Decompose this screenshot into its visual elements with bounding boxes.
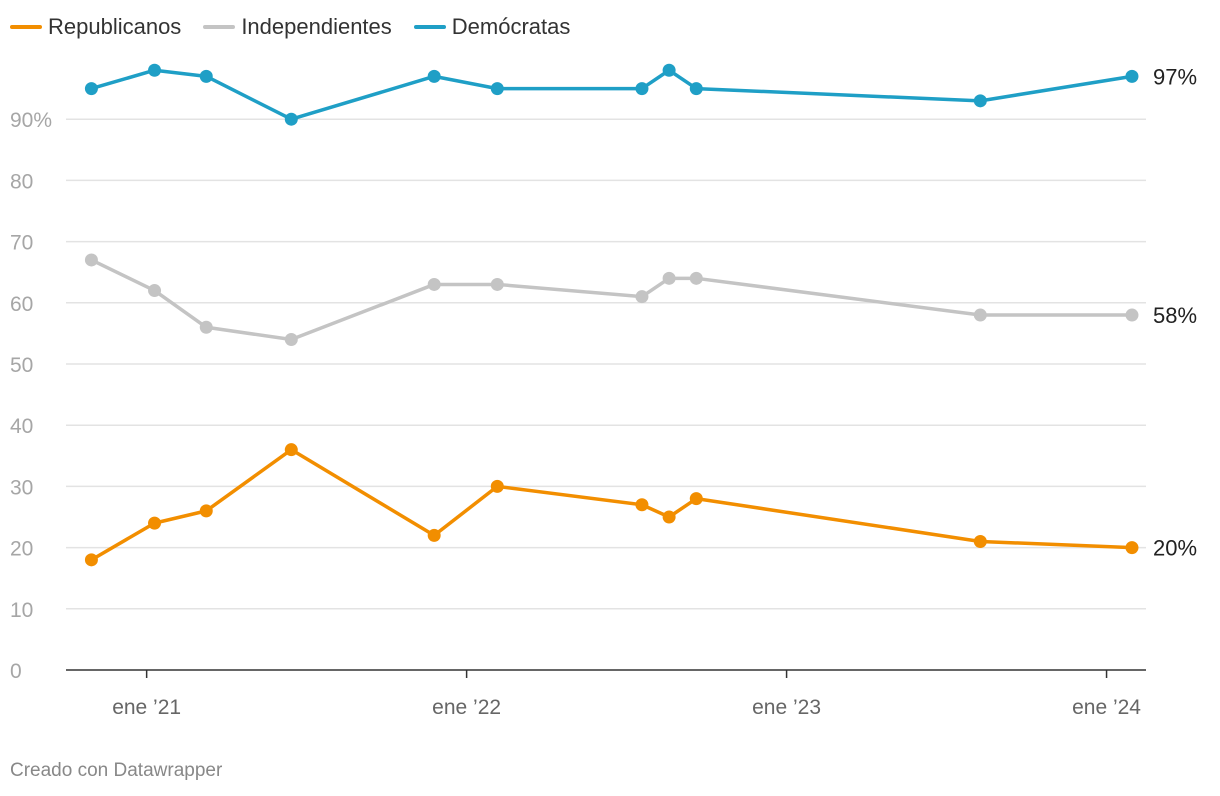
series-line-democratas [91, 70, 1132, 119]
data-point-democratas-8 [690, 82, 703, 95]
y-tick-label-90: 90% [10, 109, 52, 132]
series-line-independientes [91, 260, 1132, 340]
data-point-independientes-5 [491, 278, 504, 291]
data-point-republicanos-1 [148, 517, 161, 530]
data-point-democratas-0 [85, 82, 98, 95]
data-point-democratas-3 [285, 113, 298, 126]
data-point-democratas-7 [663, 64, 676, 77]
data-point-republicanos-4 [428, 529, 441, 542]
line-chart: 0 10 20 30 40 50 60 70 80 90% ene ’21 ene ’22 ene ’2… [0, 0, 1220, 740]
data-point-independientes-7 [663, 272, 676, 285]
data-point-independientes-8 [690, 272, 703, 285]
data-point-republicanos-9 [974, 535, 987, 548]
data-point-independientes-0 [85, 253, 98, 266]
y-tick-label-50: 50 [10, 354, 33, 377]
data-point-independientes-3 [285, 333, 298, 346]
y-tick-label-70: 70 [10, 232, 33, 255]
data-point-democratas-1 [148, 64, 161, 77]
y-tick-label-0: 0 [10, 660, 22, 683]
data-point-independientes-4 [428, 278, 441, 291]
data-point-democratas-10 [1125, 70, 1138, 83]
data-point-independientes-1 [148, 284, 161, 297]
end-label-independientes: 58% [1153, 303, 1197, 328]
data-point-independientes-9 [974, 309, 987, 322]
y-tick-label-30: 30 [10, 476, 33, 499]
data-point-democratas-5 [491, 82, 504, 95]
data-point-democratas-9 [974, 94, 987, 107]
end-label-democratas: 97% [1153, 64, 1197, 89]
y-tick-label-60: 60 [10, 293, 33, 316]
data-point-republicanos-8 [690, 492, 703, 505]
y-tick-label-10: 10 [10, 599, 33, 622]
data-point-democratas-4 [428, 70, 441, 83]
data-point-republicanos-5 [491, 480, 504, 493]
data-point-republicanos-0 [85, 553, 98, 566]
data-point-independientes-10 [1125, 309, 1138, 322]
data-point-democratas-6 [635, 82, 648, 95]
data-point-independientes-2 [200, 321, 213, 334]
data-point-independientes-6 [635, 290, 648, 303]
data-point-democratas-2 [200, 70, 213, 83]
x-tick-label-3: ene ’24 [1072, 696, 1141, 719]
data-point-republicanos-10 [1125, 541, 1138, 554]
x-tick-label-1: ene ’22 [432, 696, 501, 719]
y-tick-label-40: 40 [10, 415, 33, 438]
end-label-republicanos: 20% [1153, 536, 1197, 561]
y-tick-label-20: 20 [10, 538, 33, 561]
x-tick-label-0: ene ’21 [112, 696, 181, 719]
data-point-republicanos-6 [635, 498, 648, 511]
x-tick-label-2: ene ’23 [752, 696, 821, 719]
data-point-republicanos-3 [285, 443, 298, 456]
y-tick-label-80: 80 [10, 170, 33, 193]
data-point-republicanos-2 [200, 504, 213, 517]
credit-text: Creado con Datawrapper [10, 760, 222, 782]
data-point-republicanos-7 [663, 511, 676, 524]
